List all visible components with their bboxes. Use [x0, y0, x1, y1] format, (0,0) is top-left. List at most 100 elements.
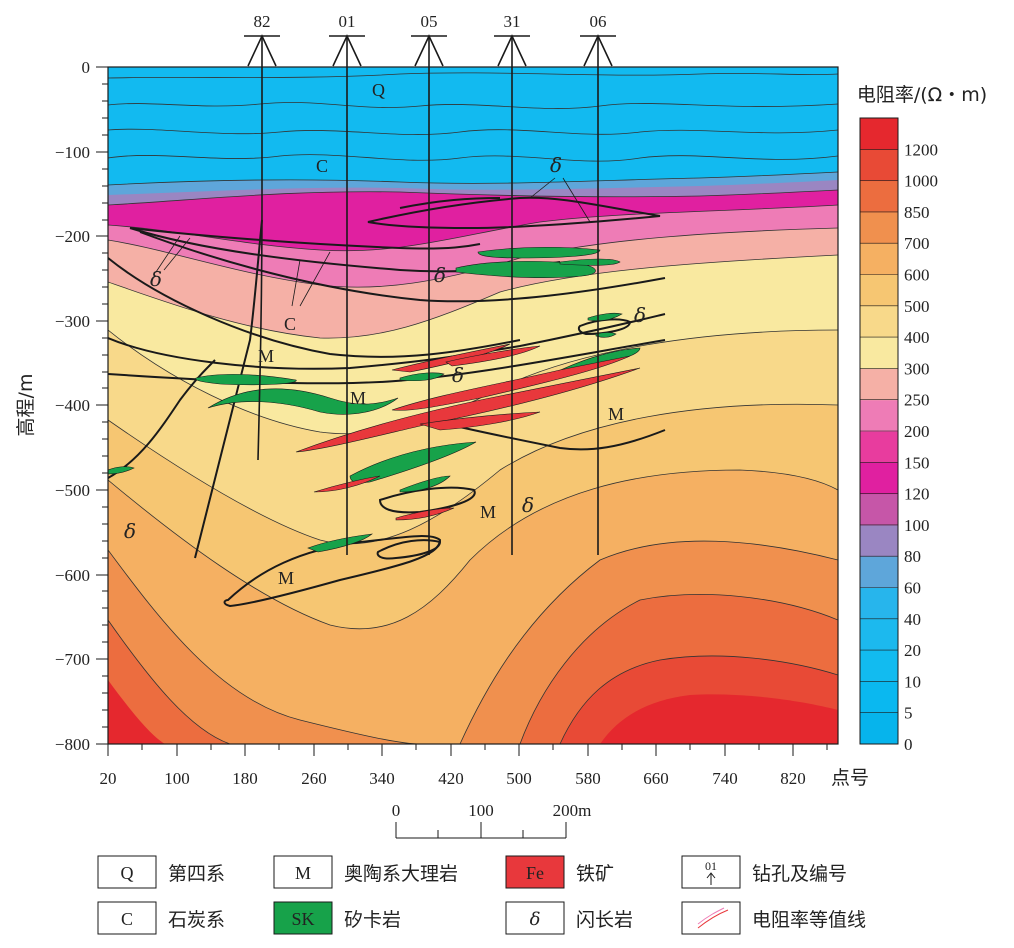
iron-ore-bodies [295, 343, 641, 521]
colorbar-level-label: 120 [904, 485, 930, 504]
label-carboniferous: C [284, 314, 296, 334]
legend-symbol-fe: Fe [526, 863, 544, 883]
colorbar-swatch [860, 211, 898, 244]
x-tick-label: 820 [780, 769, 806, 788]
y-tick-label: −800 [55, 735, 90, 754]
legend-symbol-sk: SK [291, 909, 314, 929]
label-diorite: δ [634, 303, 646, 327]
colorbar-swatch [860, 587, 898, 620]
legend-text-diorite: 闪长岩 [576, 909, 633, 931]
colorbar-level-label: 1000 [904, 172, 938, 191]
colorbar-level-label: 850 [904, 203, 930, 222]
y-tick-label: −100 [55, 143, 90, 162]
legend-text-iron: 铁矿 [576, 863, 614, 885]
y-axis-labels: 0 −100 −200 −300 −400 −500 −600 −700 −80… [55, 58, 90, 754]
boreholes [244, 34, 616, 555]
colorbar-swatch [860, 399, 898, 432]
borehole-arrow-icon [706, 872, 716, 885]
y-tick-label: −300 [55, 312, 90, 331]
colorbar-swatch [860, 462, 898, 495]
legend-symbol-m: M [295, 863, 311, 883]
contour-line-icon [697, 907, 725, 925]
legend-box-skarn [273, 901, 333, 935]
colorbar-level-label: 500 [904, 297, 930, 316]
colorbar-swatch [860, 368, 898, 401]
legend-box-quaternary [97, 855, 157, 889]
y-tick-label: 0 [82, 58, 91, 77]
x-tick-label: 340 [369, 769, 395, 788]
contour-line-icon [697, 909, 729, 929]
legend: Q 第四系 M 奥陶系大理岩 Fe 铁矿 01 钻孔及编号 C 石炭系 SK 矽… [97, 855, 866, 935]
scale-label-200m: 200m [553, 801, 592, 820]
x-tick-label: 260 [301, 769, 327, 788]
label-diorite: δ [550, 153, 562, 177]
y-tick-label: −400 [55, 396, 90, 415]
legend-symbol-delta: δ [530, 909, 541, 930]
colorbar-swatch [860, 650, 898, 682]
label-diorite: δ [124, 519, 136, 543]
colorbar-level-label: 1200 [904, 140, 938, 159]
borehole-label-05: 05 [421, 12, 438, 31]
legend-box-contour [681, 901, 741, 935]
colorbar-swatch [860, 556, 898, 588]
colorbar-level-label: 10 [904, 672, 921, 691]
borehole-labels: 82 01 05 31 06 [254, 12, 607, 31]
legend-text-borehole: 钻孔及编号 [752, 863, 847, 885]
colorbar-level-label: 150 [904, 453, 930, 472]
colorbar-swatch [860, 180, 898, 213]
geologic-labels: Q C C M M M M M δ δ δ δ δ δ δ [124, 80, 646, 588]
colorbar-level-label: 0 [904, 735, 913, 754]
colorbar-level-label: 5 [904, 704, 913, 723]
label-diorite: δ [434, 263, 446, 287]
label-diorite: δ [452, 363, 464, 387]
y-tick-label: −700 [55, 650, 90, 669]
x-tick-label: 180 [232, 769, 258, 788]
colorbar-swatch [860, 305, 898, 338]
colorbar: 0 5 10 20 40 60 80 100 120 150 200 250 300 400 500 600 7… [859, 117, 938, 754]
legend-symbol-c: C [121, 909, 133, 929]
colorbar-swatch [860, 274, 898, 307]
legend-symbol-q: Q [121, 863, 134, 883]
scale-bar [395, 822, 567, 839]
scale-label-0: 0 [392, 801, 401, 820]
legend-text-contour: 电阻率等值线 [752, 909, 866, 931]
scale-label-100: 100 [468, 801, 494, 820]
borehole-label-82: 82 [254, 12, 271, 31]
colorbar-level-label: 300 [904, 359, 930, 378]
colorbar-level-label: 60 [904, 579, 921, 598]
x-axis-ticks [107, 744, 828, 756]
colorbar-level-label: 700 [904, 234, 930, 253]
colorbar-swatch [860, 493, 898, 526]
colorbar-level-label: 80 [904, 547, 921, 566]
x-tick-label: 500 [506, 769, 532, 788]
legend-text-carboniferous: 石炭系 [168, 909, 225, 931]
label-marble: M [278, 568, 294, 588]
colorbar-level-label: 600 [904, 266, 930, 285]
colorbar-level-label: 100 [904, 516, 930, 535]
legend-box-carboniferous [97, 901, 157, 935]
y-tick-label: −600 [55, 566, 90, 585]
x-axis-labels: 20 100 180 260 340 420 500 580 660 740 8… [100, 769, 806, 788]
colorbar-swatch [860, 243, 898, 275]
x-tick-label: 420 [438, 769, 464, 788]
colorbar-swatch [860, 712, 898, 745]
y-tick-label: −500 [55, 481, 90, 500]
label-carboniferous: C [316, 156, 328, 176]
x-axis-title: 点号 [831, 767, 869, 789]
legend-text-skarn: 矽卡岩 [344, 909, 401, 931]
label-marble: M [480, 502, 496, 522]
colorbar-level-label: 250 [904, 391, 930, 410]
y-axis-ticks [96, 66, 108, 745]
x-tick-label: 100 [164, 769, 190, 788]
x-tick-label: 20 [100, 769, 117, 788]
x-tick-label: 740 [712, 769, 738, 788]
colorbar-level-label: 40 [904, 610, 921, 629]
resistivity-contours [108, 72, 838, 744]
colorbar-level-label: 400 [904, 328, 930, 347]
label-marble: M [350, 388, 366, 408]
borehole-label-31: 31 [504, 12, 521, 31]
y-axis-title: 高程/m [15, 374, 37, 437]
borehole-label-01: 01 [339, 12, 356, 31]
label-diorite: δ [150, 267, 162, 291]
